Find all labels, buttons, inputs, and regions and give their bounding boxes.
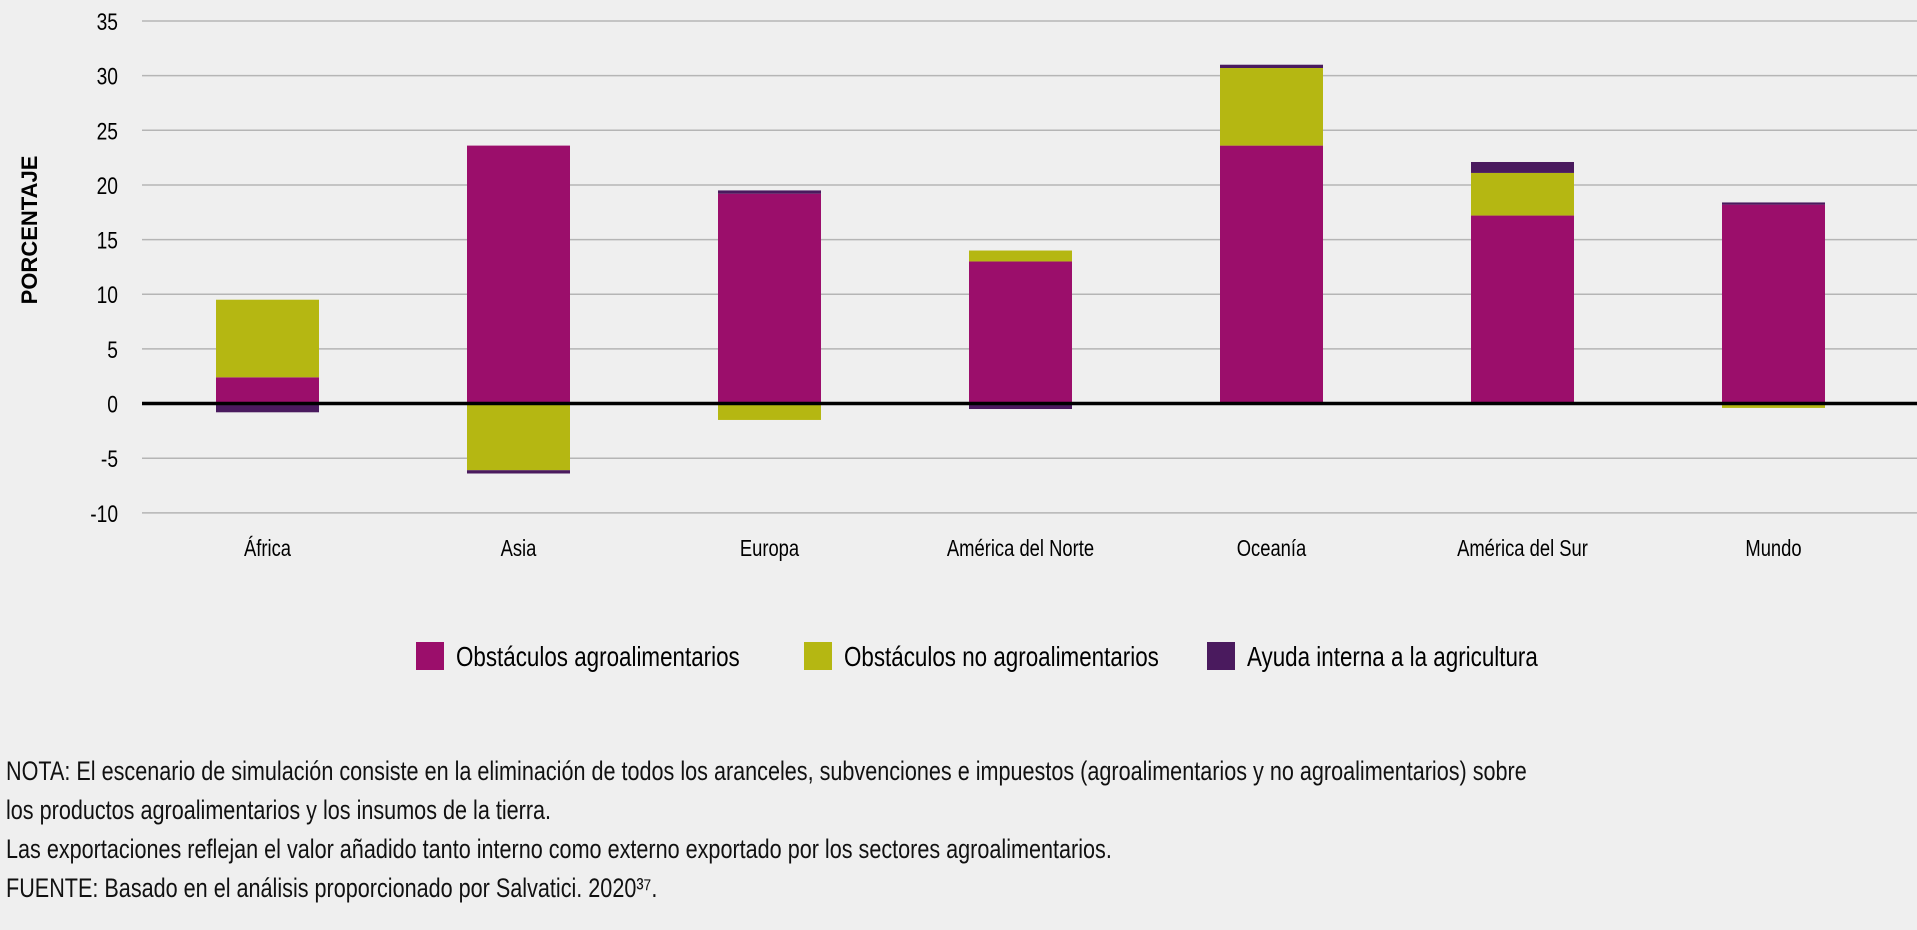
bar-segment [718, 403, 821, 420]
stacked-bar-chart: 35 30 25 20 15 10 5 0 -5 -10 África Asia Europa Améri… [17, 8, 1917, 673]
note-line: los productos agroalimentarios y los ins… [6, 795, 552, 825]
y-tick-label: 25 [97, 117, 118, 145]
legend-label: Ayuda interna a la agricultura [1247, 642, 1539, 673]
bar-segment [969, 403, 1072, 410]
y-tick-label: 0 [107, 390, 118, 418]
y-tick-label: -5 [101, 445, 118, 473]
bar-segment [216, 299, 319, 378]
x-tick-label: América del Sur [1457, 536, 1588, 561]
bar-segment [1471, 161, 1574, 173]
legend-swatch [1207, 642, 1235, 670]
x-tick-label: África [244, 536, 291, 561]
bar-segment [467, 145, 570, 404]
y-tick-label: 30 [97, 63, 118, 91]
note-line: NOTA: El escenario de simulación consist… [6, 756, 1527, 786]
bar-segment [969, 250, 1072, 262]
notes: NOTA: El escenario de simulación consist… [6, 752, 1907, 908]
x-tick-label: Europa [740, 536, 800, 561]
x-tick-label: Oceanía [1237, 536, 1307, 561]
bar-segment [1220, 67, 1323, 146]
y-axis-label: PORCENTAJE [17, 156, 42, 305]
y-tick-label: 10 [97, 281, 118, 309]
y-tick-label: 20 [97, 172, 118, 200]
bar-segment [718, 193, 821, 404]
x-tick-label: Mundo [1745, 536, 1801, 561]
note-line: Las exportaciones reflejan el valor añad… [6, 834, 1112, 864]
bar-segment [969, 261, 1072, 404]
x-tick-label: América del Norte [947, 536, 1094, 561]
bar-segment [1220, 145, 1323, 404]
x-tick-label: Asia [501, 536, 537, 561]
y-tick-label: 5 [107, 336, 118, 364]
legend-swatch [804, 642, 832, 670]
bar-segment [467, 403, 570, 471]
legend-label: Obstáculos no agroalimentarios [844, 642, 1159, 673]
bar-segment [1722, 204, 1825, 404]
bar-segment [467, 470, 570, 474]
bar-segment [1471, 172, 1574, 216]
bars [216, 64, 1825, 474]
bar-segment [216, 377, 319, 404]
axes: 35 30 25 20 15 10 5 0 -5 -10 África Asia Europa Améri… [90, 8, 1917, 562]
y-tick-label: 35 [97, 8, 118, 36]
bar-segment [216, 403, 319, 413]
legend-label: Obstáculos agroalimentarios [456, 642, 740, 673]
bar-segment [1471, 215, 1574, 404]
y-tick-label: 15 [97, 227, 118, 255]
legend-swatch [416, 642, 444, 670]
source-line: FUENTE: Basado en el análisis proporcion… [6, 873, 658, 903]
bar-segment [1722, 202, 1825, 205]
y-tick-label: -10 [90, 500, 118, 528]
legend: Obstáculos agroalimentarios Obstáculos no… [416, 642, 1539, 673]
bar-segment [1220, 64, 1323, 68]
bar-segment [718, 190, 821, 194]
bar-segment [1722, 403, 1825, 408]
